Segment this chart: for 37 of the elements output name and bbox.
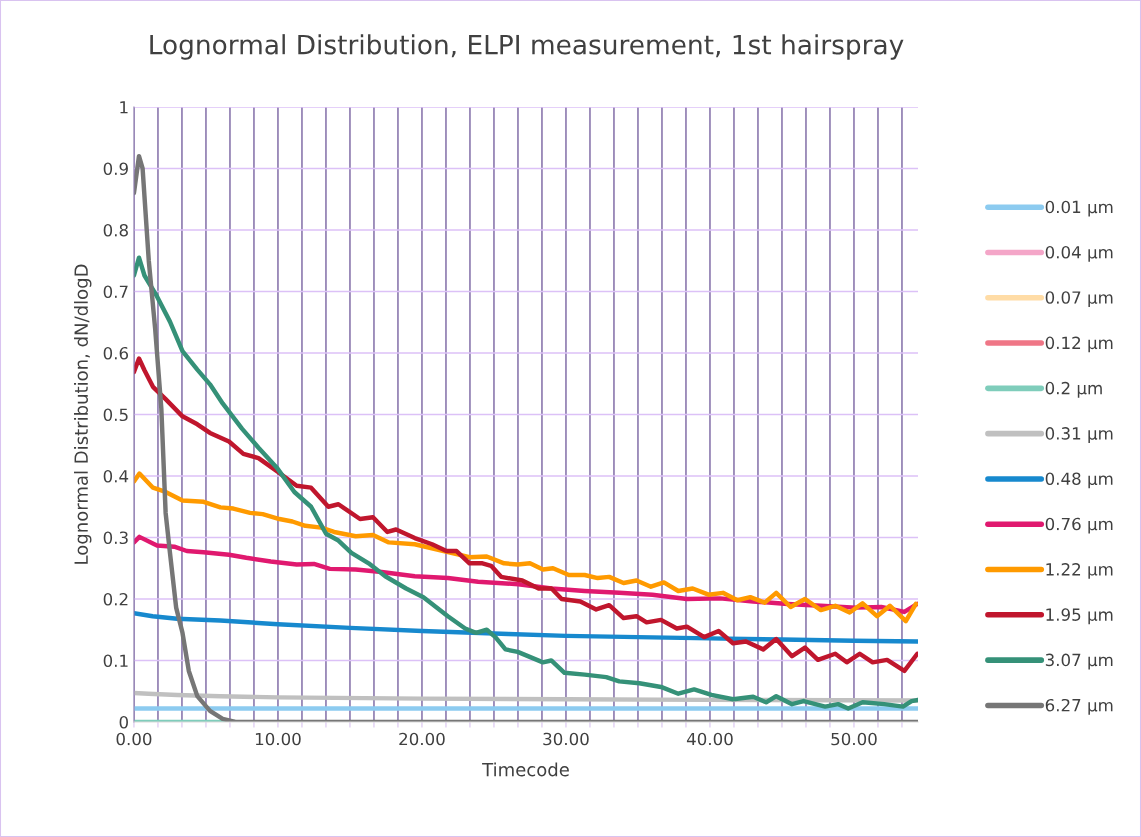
legend-label: 1.95 µm <box>1046 608 1113 625</box>
x-tick-label: 10.00 <box>255 732 301 746</box>
line-series <box>133 610 919 644</box>
chart-title: Lognormal Distribution, ELPI measurement, 1st hairspray <box>150 34 904 60</box>
legend-label: 0.31 µm <box>1045 427 1113 443</box>
y-tick-label: 0.8 <box>103 223 128 237</box>
y-tick-label: 0.6 <box>103 346 129 360</box>
y-tick-label: 0.3 <box>103 531 128 545</box>
legend-label: 0.01 µm <box>1045 200 1113 217</box>
x-tick-label: 30.00 <box>543 732 589 746</box>
line-series <box>133 153 919 722</box>
x-tick-label: 40.00 <box>686 732 733 746</box>
y-tick-label: 0.4 <box>103 469 129 483</box>
y-axis-title: Lognormal Distribution, dN/dlogD <box>74 264 92 564</box>
legend-label: 3.07 µm <box>1045 653 1113 670</box>
x-tick-label: 20.00 <box>399 732 445 746</box>
line-series <box>133 255 919 711</box>
x-tick-label: 0.00 <box>116 732 152 746</box>
legend-label: 0.12 µm <box>1045 336 1113 353</box>
legend-label: 6.27 µm <box>1045 698 1113 715</box>
x-tick-label: 50.00 <box>831 732 877 746</box>
y-tick-label: 0.5 <box>103 408 128 422</box>
legend-label: 1.22 µm <box>1046 563 1113 579</box>
y-tick-label: 1 <box>120 101 128 114</box>
y-tick-label: 0.1 <box>103 654 128 668</box>
y-tick-label: 0 <box>119 715 128 729</box>
y-tick-label: 0.9 <box>103 162 128 176</box>
x-axis-title: Timecode <box>482 762 569 777</box>
legend-label: 0.07 µm <box>1045 291 1113 308</box>
legend-label: 0.76 µm <box>1045 517 1113 534</box>
line-series <box>133 356 919 674</box>
line-series <box>133 471 919 624</box>
y-tick-label: 0.7 <box>103 285 128 299</box>
legend-label: 0.48 µm <box>1045 472 1113 489</box>
legend-label: 0.04 µm <box>1045 245 1113 262</box>
legend-label: 0.2 µm <box>1045 381 1102 398</box>
y-tick-label: 0.2 <box>103 592 128 606</box>
